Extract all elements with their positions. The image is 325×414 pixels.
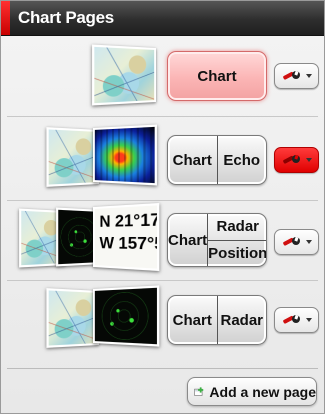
position-thumbnail: N 21°17.5 W 157°56	[93, 203, 159, 271]
echo-thumbnail	[93, 125, 157, 186]
chart-thumbnail	[46, 288, 99, 348]
wrench-icon	[281, 69, 303, 83]
segment-radar: Radar	[208, 214, 267, 240]
segment-chart: Chart	[168, 296, 217, 344]
page-row-chart: Chart	[1, 43, 325, 107]
chevron-down-icon	[306, 240, 312, 244]
segment-chart: Chart	[168, 214, 207, 266]
title-accent	[1, 1, 10, 35]
chevron-down-icon	[306, 318, 312, 322]
page-button-chart[interactable]: Chart	[167, 51, 267, 101]
wrench-icon	[281, 313, 303, 327]
add-new-page-button[interactable]: Add a new page	[187, 377, 317, 406]
segment-position: Position	[208, 240, 267, 267]
segment-radar: Radar	[217, 296, 267, 344]
page-settings-button[interactable]	[274, 307, 319, 333]
row-divider	[7, 116, 318, 117]
row-divider	[7, 200, 318, 201]
row-divider	[7, 280, 318, 281]
segment-radar-position: Radar Position	[207, 214, 267, 266]
wrench-icon	[281, 153, 303, 167]
segment-chart: Chart	[168, 52, 266, 100]
panel-title: Chart Pages	[18, 1, 114, 35]
position-longitude: W 157°56	[99, 232, 156, 256]
segment-echo: Echo	[217, 136, 267, 184]
page-settings-button[interactable]	[274, 147, 319, 173]
page-settings-button[interactable]	[274, 63, 319, 89]
segment-chart: Chart	[168, 136, 217, 184]
page-button-chart-radar-position[interactable]: Chart Radar Position	[167, 213, 267, 267]
chevron-down-icon	[306, 158, 312, 162]
add-new-page-label: Add a new page	[209, 384, 316, 400]
chart-thumbnail	[46, 127, 99, 187]
page-row-chart-radar: Chart Radar	[1, 287, 325, 351]
page-row-chart-echo: Chart Echo	[1, 125, 325, 189]
page-button-chart-radar[interactable]: Chart Radar	[167, 295, 267, 345]
page-button-chart-echo[interactable]: Chart Echo	[167, 135, 267, 185]
page-row-chart-radar-position: N 21°17.5 W 157°56 Chart Radar Position	[1, 205, 325, 269]
page-settings-button[interactable]	[274, 229, 319, 255]
position-latitude: N 21°17.5	[99, 209, 156, 233]
wrench-icon	[281, 235, 303, 249]
add-divider	[7, 368, 318, 369]
chart-thumbnail	[92, 45, 156, 106]
radar-thumbnail	[93, 285, 159, 346]
title-bar: Chart Pages	[1, 1, 324, 36]
chevron-down-icon	[306, 74, 312, 78]
add-page-icon	[194, 384, 204, 400]
